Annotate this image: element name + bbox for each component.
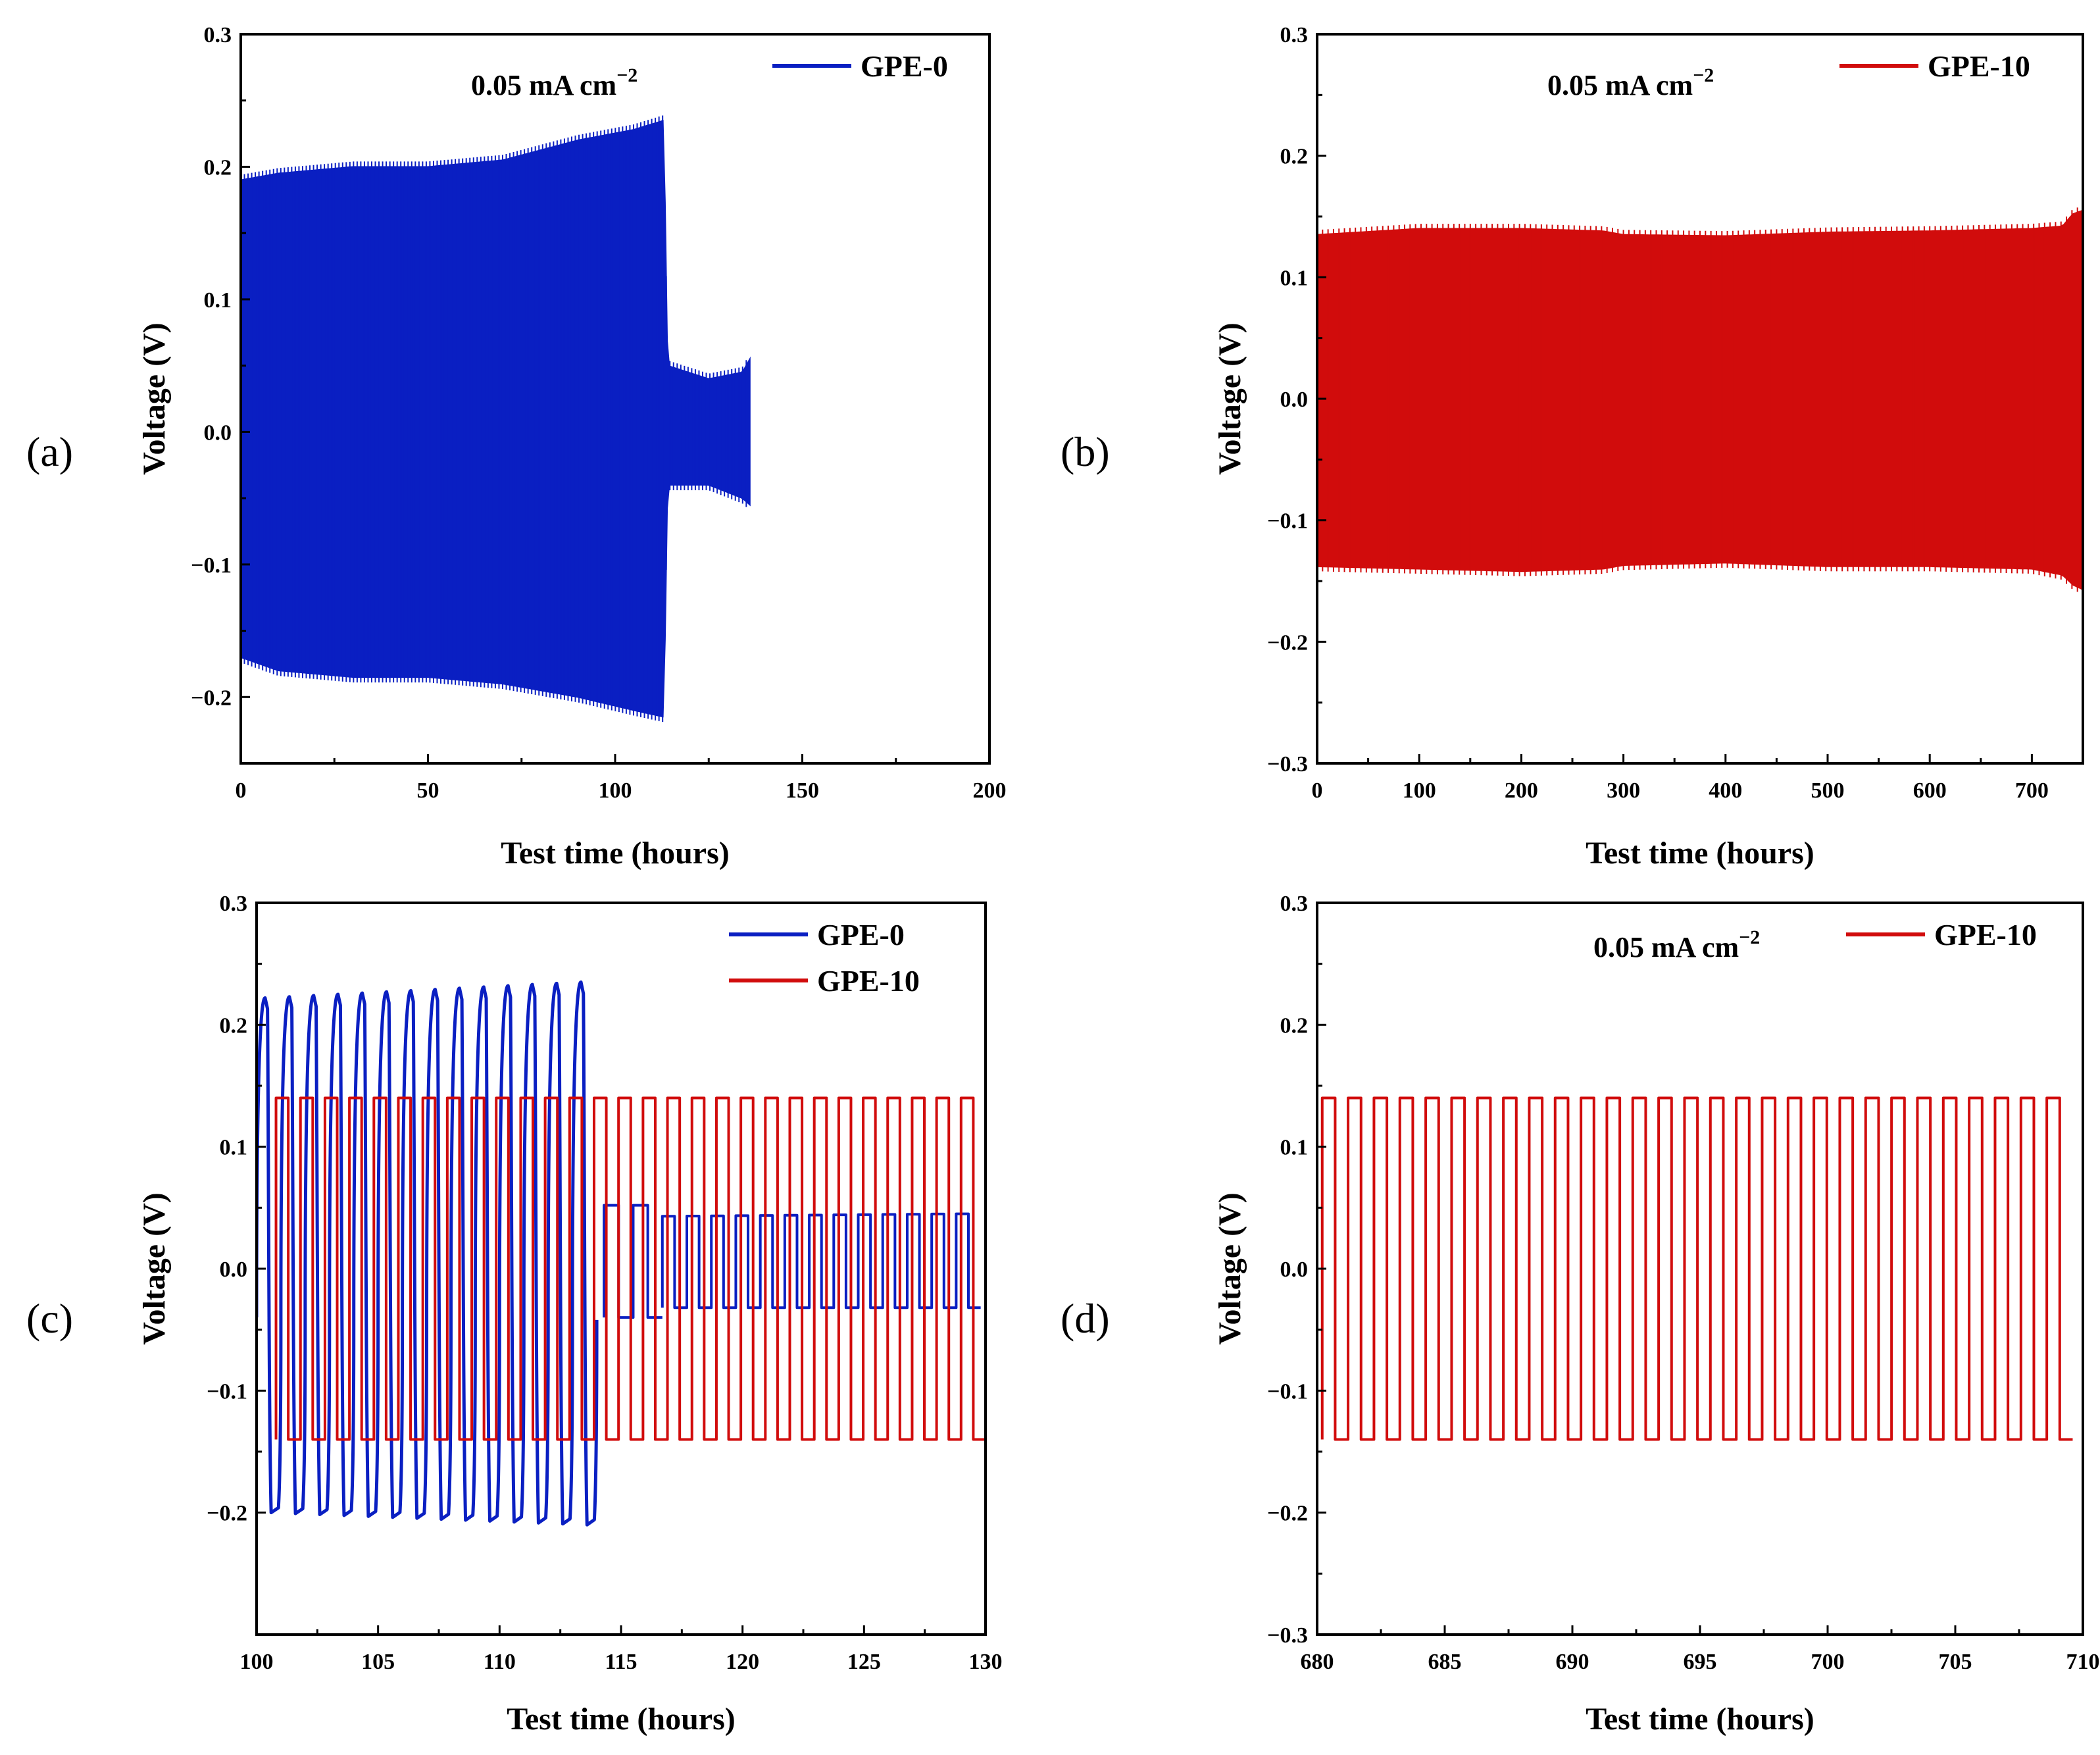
- legend-label-GPE-10: GPE-10: [1928, 49, 2030, 83]
- data-line-GPE-10-0: [1320, 1096, 2073, 1441]
- x-axis-label: Test time (hours): [1586, 1702, 1814, 1737]
- y-tick-label: −0.1: [207, 1379, 247, 1404]
- panel-label: (b): [1061, 428, 1110, 475]
- x-axis-label: Test time (hours): [1586, 836, 1814, 871]
- y-tick-label: 0.3: [1280, 892, 1309, 916]
- y-tick-label: 0.0: [1280, 388, 1309, 412]
- panel-label: (d): [1061, 1295, 1110, 1342]
- x-tick-label: 500: [1811, 778, 1845, 803]
- legend-label-GPE-0: GPE-0: [861, 49, 948, 83]
- current-density-annotation: 0.05 mA cm−2: [471, 64, 638, 101]
- legend-label-GPE-10: GPE-10: [817, 964, 920, 998]
- y-axis-label: Voltage (V): [1212, 322, 1247, 475]
- y-tick-label: 0.1: [1280, 1136, 1309, 1160]
- data-line-GPE-0-0: [257, 980, 599, 1527]
- x-tick-label: 200: [1505, 778, 1538, 803]
- panel-label: (c): [26, 1295, 73, 1342]
- x-tick-label: 400: [1709, 778, 1742, 803]
- x-tick-label: 680: [1301, 1650, 1334, 1674]
- y-tick-label: 0.2: [1280, 145, 1309, 169]
- legend-label-GPE-10: GPE-10: [1934, 918, 2037, 952]
- x-tick-label: 300: [1607, 778, 1640, 803]
- x-tick-label: 695: [1684, 1650, 1717, 1674]
- y-axis-label: Voltage (V): [137, 322, 172, 475]
- current-density-annotation: 0.05 mA cm−2: [1593, 927, 1760, 963]
- y-tick-label: −0.1: [191, 553, 232, 578]
- chart-panel-c: 100 105 110 115 120 125 130 −0.2 −0.1 0.0 0.1 0.2 0.…: [26, 892, 1003, 1737]
- y-tick-label: 0.3: [1280, 23, 1309, 47]
- x-tick-label: 115: [605, 1650, 637, 1674]
- y-tick-label: 0.0: [220, 1258, 248, 1282]
- x-tick-label: 710: [2066, 1650, 2100, 1674]
- y-tick-label: 0.3: [204, 23, 232, 47]
- x-tick-label: 0: [236, 778, 247, 803]
- series-GPE-10: [1317, 207, 2083, 592]
- x-tick-label: 130: [969, 1650, 1003, 1674]
- y-tick-label: 0.0: [1280, 1258, 1309, 1282]
- y-tick-label: −0.1: [1267, 509, 1308, 534]
- y-axis-label: Voltage (V): [1212, 1192, 1247, 1345]
- data-line-GPE-0-1: [603, 1204, 662, 1319]
- x-axis-label: Test time (hours): [507, 1702, 736, 1737]
- series-GPE-0: [241, 115, 751, 723]
- current-density-annotation: 0.05 mA cm−2: [1547, 64, 1714, 101]
- panel-label: (a): [26, 428, 73, 475]
- x-tick-label: 0: [1312, 778, 1323, 803]
- x-tick-label: 690: [1556, 1650, 1589, 1674]
- x-tick-label: 150: [786, 778, 819, 803]
- x-tick-label: 100: [1403, 778, 1436, 803]
- y-tick-label: −0.2: [207, 1502, 247, 1526]
- x-tick-label: 100: [240, 1650, 274, 1674]
- data-line-GPE-0-2: [661, 1212, 981, 1310]
- legend-label-GPE-0: GPE-0: [817, 918, 905, 952]
- y-tick-label: 0.0: [204, 420, 232, 445]
- y-tick-label: 0.1: [220, 1136, 248, 1160]
- x-tick-label: 110: [484, 1650, 516, 1674]
- series-GPE-10: [274, 1096, 986, 1441]
- series-GPE-10: [1320, 1096, 2073, 1441]
- y-tick-label: 0.1: [1280, 266, 1309, 290]
- y-tick-label: −0.2: [191, 686, 232, 710]
- y-tick-label: −0.3: [1267, 752, 1308, 776]
- x-tick-label: 105: [361, 1650, 395, 1674]
- x-tick-label: 700: [2015, 778, 2049, 803]
- chart-panel-a: 0 50 100 150 200 −0.2 −0.1 0.0 0.1 0.2 0.3 Test tim…: [26, 23, 1007, 871]
- x-axis-label: Test time (hours): [501, 836, 730, 871]
- x-tick-label: 200: [973, 778, 1007, 803]
- x-tick-label: 705: [1939, 1650, 1972, 1674]
- data-line-GPE-10-0: [274, 1096, 986, 1441]
- y-tick-label: 0.1: [204, 288, 232, 313]
- x-tick-label: 685: [1428, 1650, 1462, 1674]
- y-tick-label: −0.1: [1267, 1379, 1308, 1404]
- x-tick-label: 120: [726, 1650, 759, 1674]
- y-axis-label: Voltage (V): [137, 1192, 172, 1345]
- y-tick-label: 0.3: [220, 892, 248, 916]
- chart-panel-d: 680 685 690 695 700 705 710 −0.3 −0.2 −0.1 0.0 0.1 0…: [1061, 892, 2100, 1737]
- y-tick-label: −0.3: [1267, 1623, 1308, 1648]
- x-tick-label: 125: [847, 1650, 881, 1674]
- y-tick-label: −0.2: [1267, 630, 1308, 655]
- x-tick-label: 50: [417, 778, 439, 803]
- y-tick-label: 0.2: [204, 155, 232, 180]
- x-tick-label: 100: [599, 778, 632, 803]
- x-tick-label: 700: [1811, 1650, 1845, 1674]
- y-tick-label: −0.2: [1267, 1502, 1308, 1526]
- chart-panel-b: 0 100 200 300 400 500 600 700 −0.3 −0.2 −0.1 0.0 0.1…: [1061, 23, 2084, 871]
- y-tick-label: 0.2: [1280, 1013, 1309, 1038]
- x-tick-label: 600: [1913, 778, 1947, 803]
- y-tick-label: 0.2: [220, 1013, 248, 1038]
